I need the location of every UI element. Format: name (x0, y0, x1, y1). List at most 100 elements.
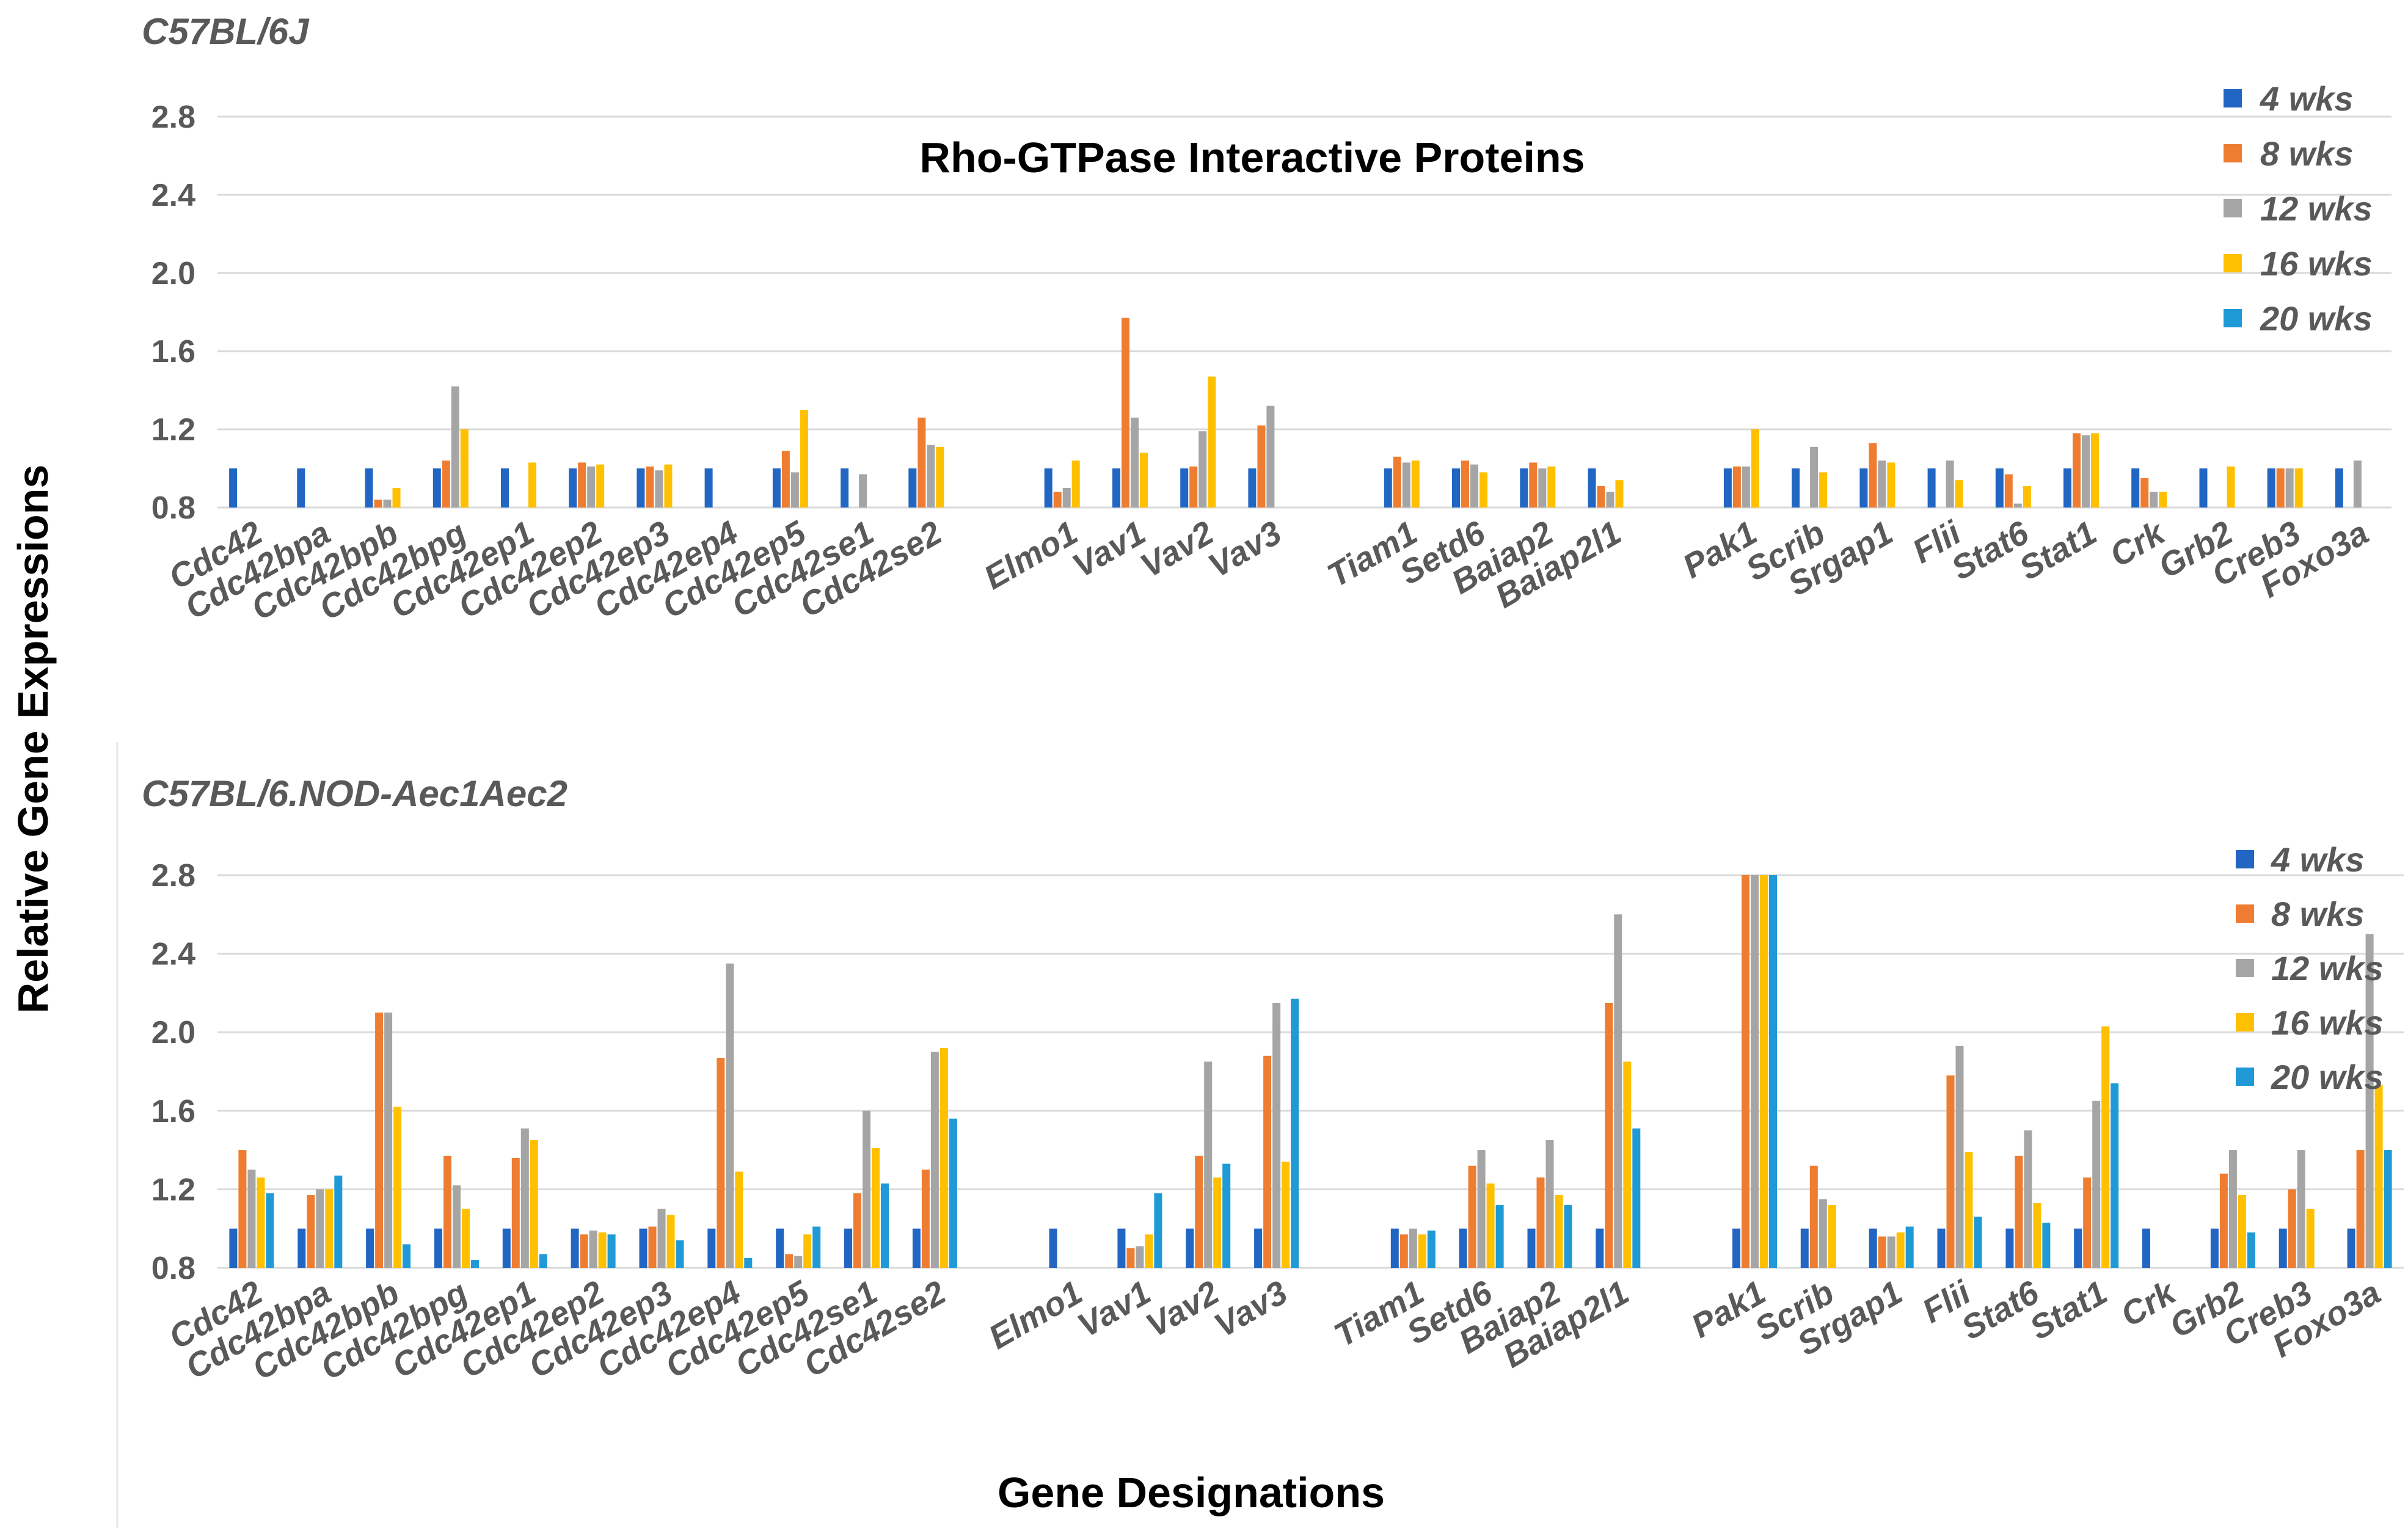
bar (607, 1234, 616, 1268)
bar (776, 1228, 784, 1268)
bar (1606, 492, 1614, 508)
bar (1180, 468, 1189, 508)
bar (1053, 492, 1062, 508)
bar (1145, 1234, 1153, 1268)
bar (1536, 1177, 1545, 1268)
legend-label: 20 wks (2260, 299, 2373, 338)
bar (2219, 1173, 2228, 1268)
x-axis-title: Gene Designations (998, 1469, 1385, 1516)
bar (1291, 999, 1299, 1268)
chart-title: Rho-GTPase Interactive Proteins (919, 134, 1585, 181)
y-tick-label: 2.0 (151, 256, 195, 291)
bar (2306, 1209, 2315, 1268)
bar (803, 1234, 812, 1268)
bar (918, 417, 926, 508)
bar (800, 410, 808, 508)
bar (726, 963, 734, 1268)
bar (1468, 1165, 1476, 1268)
bar (1117, 1228, 1126, 1268)
bar (704, 468, 713, 508)
bar (1597, 486, 1605, 508)
bar (596, 464, 605, 508)
bar (1547, 466, 1556, 508)
bar (1751, 429, 1759, 508)
bar (1204, 1061, 1213, 1268)
bar (1878, 460, 1886, 508)
bar (471, 1260, 479, 1268)
bar (1859, 468, 1868, 508)
bar (872, 1148, 880, 1268)
bar (1479, 472, 1487, 508)
bar (1965, 1152, 1973, 1268)
bar (297, 468, 305, 508)
bar (1248, 468, 1257, 508)
bar (1199, 431, 1207, 508)
bar (1044, 468, 1053, 508)
legend-swatch (2224, 254, 2242, 272)
bar (1623, 1061, 1632, 1268)
bar (1486, 1183, 1495, 1268)
bar (587, 466, 596, 508)
bar (392, 488, 401, 508)
bar (1605, 1003, 1613, 1268)
bar (2353, 460, 2362, 508)
bar (1742, 466, 1750, 508)
legend-swatch (2224, 309, 2242, 327)
bar (2267, 468, 2275, 508)
bar (707, 1228, 716, 1268)
bar (2297, 1150, 2305, 1268)
bar (1878, 1236, 1886, 1268)
y-tick-label: 1.6 (151, 334, 195, 369)
bar (2335, 468, 2343, 508)
bar (1800, 1228, 1809, 1268)
bar (2347, 1228, 2355, 1268)
bar (1186, 1228, 1194, 1268)
bar (1555, 1195, 1563, 1268)
bar (1452, 468, 1460, 508)
bar (735, 1171, 743, 1268)
bar (2159, 492, 2167, 508)
bar (2228, 1150, 2237, 1268)
bar (229, 468, 238, 508)
bar (1282, 1162, 1290, 1268)
bar (1495, 1205, 1504, 1268)
bar (1195, 1155, 1203, 1268)
bar (2004, 474, 2013, 508)
bar (2199, 468, 2208, 508)
bar (2384, 1150, 2392, 1268)
bar (1995, 468, 2004, 508)
legend-label: 8 wks (2260, 134, 2354, 173)
bar (921, 1170, 930, 1268)
bar (2042, 1223, 2051, 1268)
bar (2083, 1177, 2092, 1268)
bar (908, 468, 917, 508)
bar (1189, 466, 1198, 508)
bar (1828, 1205, 1836, 1268)
bar (2101, 1026, 2110, 1268)
legend-swatch (2236, 1013, 2254, 1031)
bar (1869, 443, 1877, 508)
y-tick-label: 1.6 (151, 1094, 195, 1129)
bar (266, 1193, 274, 1268)
bar (1732, 1228, 1740, 1268)
bar (1266, 406, 1275, 508)
bar (2063, 468, 2071, 508)
bar (863, 1110, 870, 1268)
bar (1937, 1228, 1946, 1268)
bar (1154, 1193, 1162, 1268)
bar (1742, 875, 1749, 1268)
bar (1819, 1199, 1827, 1268)
bar (666, 1215, 675, 1268)
bar (374, 500, 382, 508)
bar (1390, 1228, 1399, 1268)
bar (1213, 1177, 1222, 1268)
bar (1208, 376, 1216, 508)
bar (936, 446, 944, 508)
legend-label: 20 wks (2271, 1058, 2384, 1096)
legend-swatch (2224, 199, 2242, 217)
bar (442, 460, 450, 508)
bar (598, 1232, 607, 1268)
bar (578, 462, 586, 508)
bar (794, 1256, 803, 1268)
bar (853, 1193, 861, 1268)
